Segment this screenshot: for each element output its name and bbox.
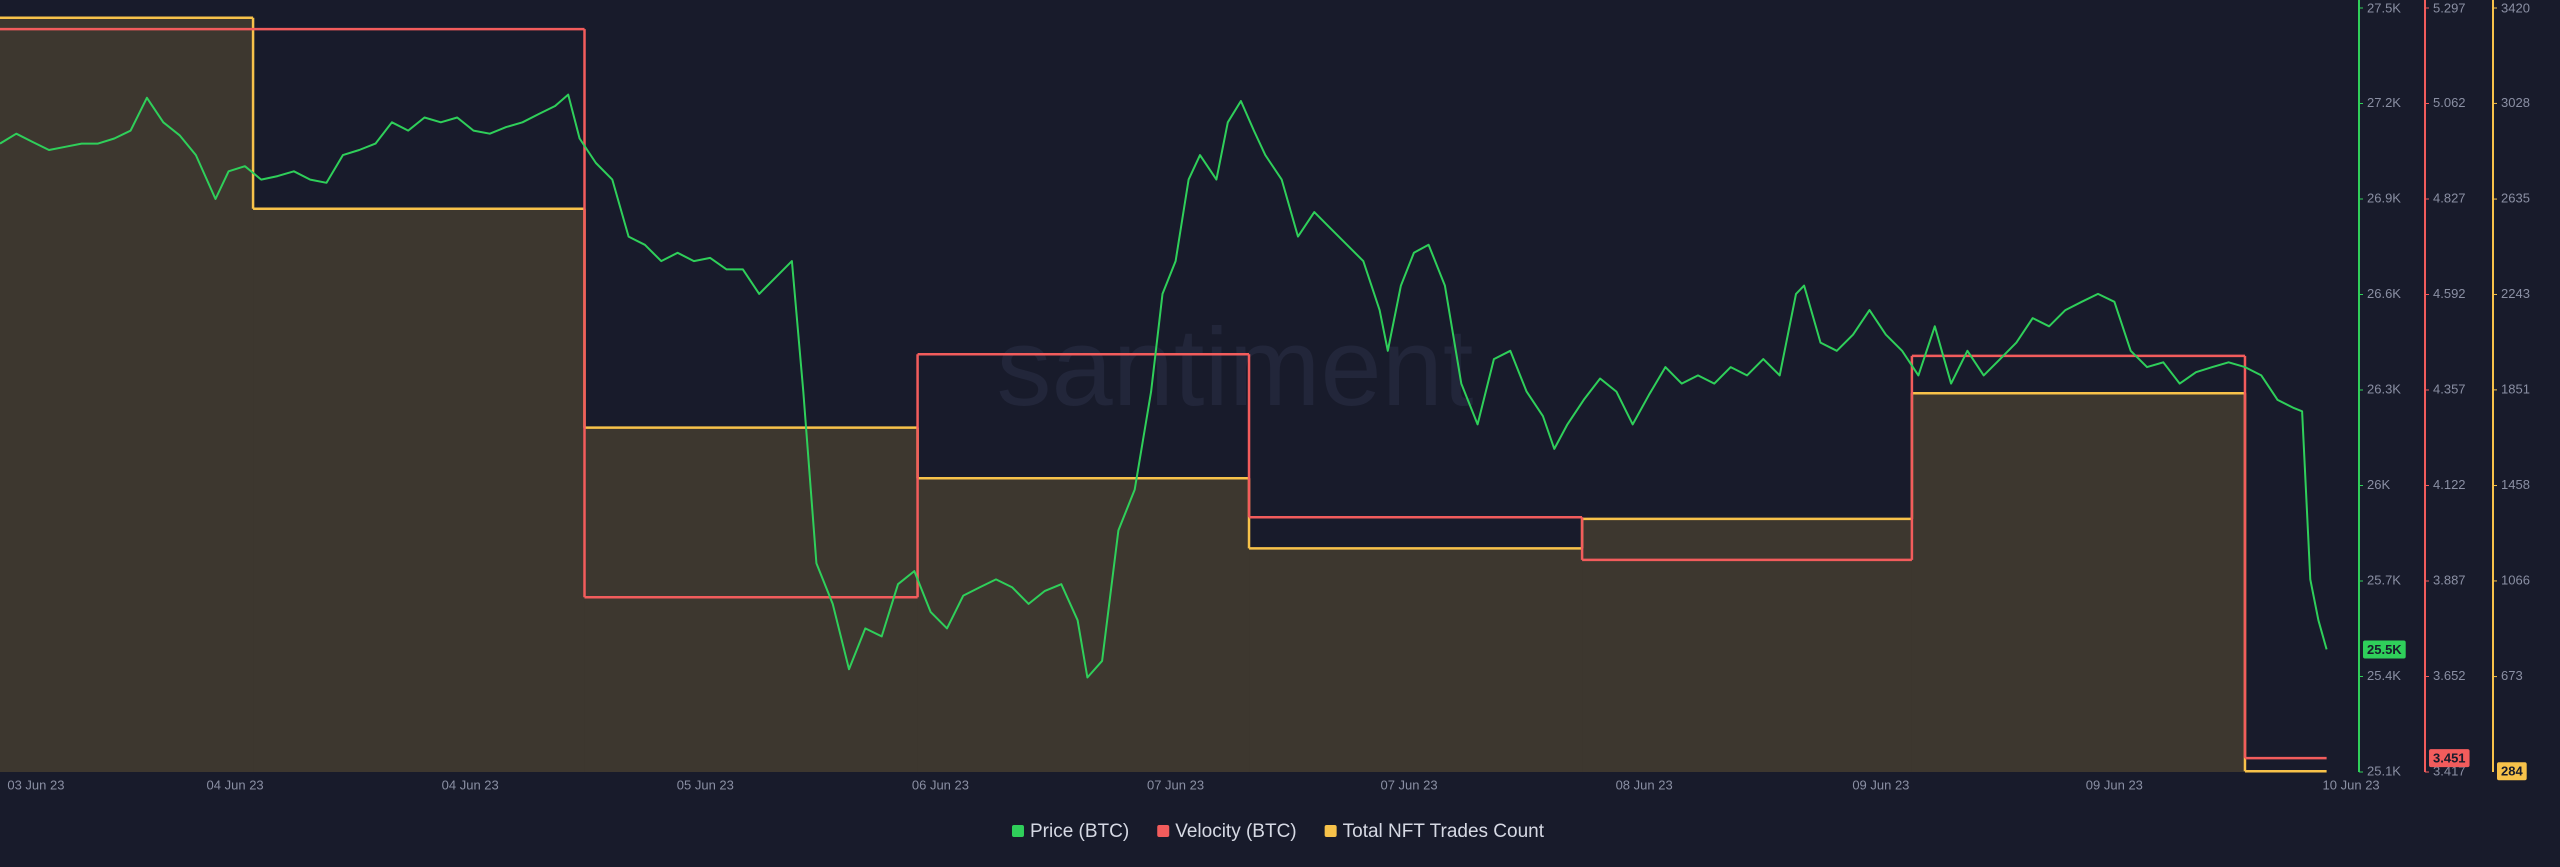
axis-tick-label: 26.3K — [2367, 381, 2401, 396]
x-tick-label: 09 Jun 23 — [2086, 777, 2143, 792]
legend-swatch — [1011, 825, 1024, 837]
area-segment — [1249, 548, 1583, 772]
area-segment — [0, 17, 254, 772]
x-tick-label: 08 Jun 23 — [1616, 777, 1673, 792]
x-tick-label: 10 Jun 23 — [2323, 777, 2380, 792]
price-line — [0, 93, 2328, 679]
legend-label: Total NFT Trades Count — [1343, 821, 1545, 842]
axis-tick-label: 26K — [2367, 477, 2390, 492]
badge-box — [2429, 749, 2470, 768]
axis-tick-label: 4.827 — [2433, 190, 2466, 205]
axis-tick-label: 25.4K — [2367, 668, 2401, 683]
legend-swatch — [1157, 825, 1170, 837]
axis-tick-label: 3028 — [2501, 95, 2530, 110]
axis-tick-label: 4.592 — [2433, 286, 2466, 301]
axis-tick-label: 4.357 — [2433, 381, 2466, 396]
badge-label: 284 — [2501, 764, 2523, 779]
axis-tick-label: 25.1K — [2367, 763, 2401, 778]
x-tick-label: 07 Jun 23 — [1147, 777, 1204, 792]
axis-tick-label: 673 — [2501, 668, 2523, 683]
watermark: santiment — [997, 306, 1474, 429]
x-tick-label: 04 Jun 23 — [442, 777, 499, 792]
legend: Price (BTC) Velocity (BTC) Total NFT Trade… — [1011, 821, 1545, 842]
current-value-badge: 3.451 — [2429, 749, 2470, 768]
area-segment — [1582, 518, 1912, 772]
x-tick-label: 03 Jun 23 — [7, 777, 64, 792]
badge-label: 25.5K — [2367, 642, 2402, 657]
x-tick-label: 04 Jun 23 — [207, 777, 264, 792]
x-tick-label: 06 Jun 23 — [912, 777, 969, 792]
axis-tick-label: 5.062 — [2433, 95, 2466, 110]
axis-tick-label: 27.5K — [2367, 0, 2401, 15]
area-segment — [253, 208, 585, 772]
legend-swatch — [1324, 825, 1337, 837]
x-tick-label: 09 Jun 23 — [1852, 777, 1909, 792]
badge-label: 3.451 — [2433, 751, 2466, 766]
area-segment — [1911, 393, 2245, 772]
axis-tick-label: 3.417 — [2433, 763, 2466, 778]
badge-box — [2363, 640, 2406, 659]
legend-label: Velocity (BTC) — [1175, 821, 1296, 842]
area-segment — [584, 427, 918, 772]
axis-tick-label: 4.122 — [2433, 477, 2466, 492]
axis-tick-label: 26.9K — [2367, 190, 2401, 205]
current-value-badge: 25.5K — [2363, 640, 2406, 659]
area-segment — [917, 478, 1250, 772]
axis-tick-label: 1066 — [2501, 572, 2530, 587]
current-value-badge: 284 — [2497, 762, 2527, 781]
axis-tick-label: 25.7K — [2367, 572, 2401, 587]
x-tick-label: 05 Jun 23 — [677, 777, 734, 792]
axis-tick-label: 2243 — [2501, 286, 2530, 301]
axis-tick-label: 3.887 — [2433, 572, 2466, 587]
axis-tick-label: 27.2K — [2367, 95, 2401, 110]
axis-tick-label: 3420 — [2501, 0, 2530, 15]
axis-tick-label: 3.652 — [2433, 668, 2466, 683]
badge-box — [2497, 762, 2527, 781]
axis-tick-label: 26.6K — [2367, 286, 2401, 301]
legend-label: Price (BTC) — [1030, 821, 1129, 842]
axis-tick-label: 5.297 — [2433, 0, 2466, 15]
axis-tick-label: 1851 — [2501, 381, 2530, 396]
axis-tick-label: 2635 — [2501, 190, 2530, 205]
x-tick-label: 07 Jun 23 — [1380, 777, 1437, 792]
axis-tick-label: 1458 — [2501, 477, 2530, 492]
